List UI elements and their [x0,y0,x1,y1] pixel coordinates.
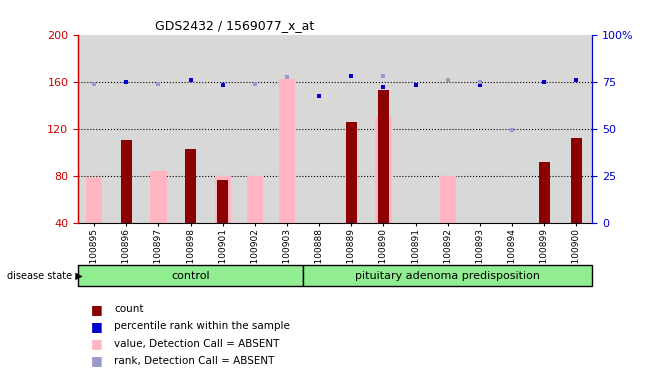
Text: ■: ■ [91,337,103,350]
Text: value, Detection Call = ABSENT: value, Detection Call = ABSENT [114,339,279,349]
Bar [215,176,231,223]
Bar [538,162,550,223]
Text: ■: ■ [91,354,103,367]
Bar [439,176,456,223]
Bar [120,141,132,223]
Bar [150,171,167,223]
Bar [346,122,357,223]
Text: ■: ■ [91,303,103,316]
Text: rank, Detection Call = ABSENT: rank, Detection Call = ABSENT [114,356,274,366]
Bar [571,138,582,223]
Text: disease state ▶: disease state ▶ [7,270,82,281]
Text: control: control [171,270,210,281]
Bar [247,176,263,223]
Text: GDS2432 / 1569077_x_at: GDS2432 / 1569077_x_at [155,19,314,32]
Bar [185,149,196,223]
Text: ■: ■ [91,320,103,333]
Text: count: count [114,304,143,314]
Bar [86,177,102,223]
Bar [378,90,389,223]
Bar [217,180,229,223]
Bar [376,117,391,223]
Bar [279,79,295,223]
Text: pituitary adenoma predisposition: pituitary adenoma predisposition [355,270,540,281]
Text: percentile rank within the sample: percentile rank within the sample [114,321,290,331]
